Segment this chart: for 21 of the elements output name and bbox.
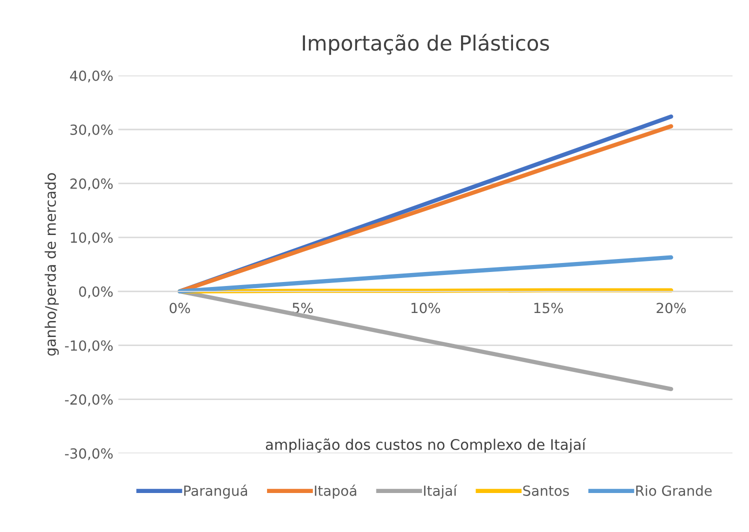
- legend-label: Rio Grande: [636, 485, 712, 496]
- x-tick-label: 15%: [534, 302, 563, 314]
- y-tick-label: 30,0%: [70, 124, 113, 136]
- chart-title: Importação de Plásticos: [302, 34, 549, 55]
- y-axis-title: ganho/perda de mercado: [44, 173, 59, 356]
- x-tick-label: 20%: [656, 302, 686, 314]
- x-tick-label: 0%: [170, 302, 190, 314]
- legend-label: Itapoá: [314, 484, 356, 499]
- y-tick-label: 0,0%: [79, 286, 113, 298]
- x-axis-title: ampliação dos custos no Complexo de Itajaí: [266, 438, 586, 453]
- line-series: [178, 255, 674, 294]
- y-tick-label: -20,0%: [65, 394, 113, 406]
- legend-label: Paranguá: [184, 484, 248, 499]
- y-tick-label: -10,0%: [65, 340, 113, 352]
- legend-label: Itajaí: [424, 484, 458, 499]
- y-tick-label: 10,0%: [70, 232, 113, 244]
- legend-label: Santos: [523, 485, 569, 496]
- y-tick-label: -30,0%: [65, 448, 113, 460]
- y-tick-label: 40,0%: [70, 70, 113, 82]
- x-tick-label: 10%: [412, 302, 440, 314]
- y-tick-label: 20,0%: [70, 178, 113, 190]
